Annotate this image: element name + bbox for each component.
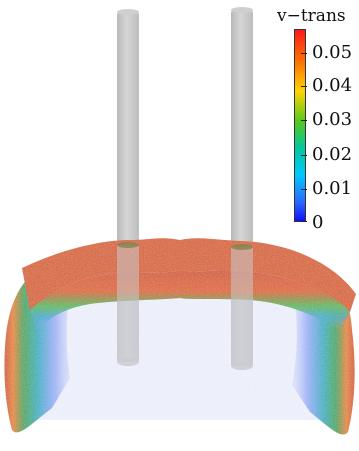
colorbar-gradient — [294, 29, 306, 222]
cylinder-right-submerged — [231, 244, 253, 366]
colorbar-tick — [301, 120, 307, 121]
colorbar-tick-label: 0 — [312, 212, 324, 233]
colorbar-tick-label: 0.03 — [312, 109, 353, 130]
colorbar-tick-label: 0.02 — [312, 144, 353, 165]
colorbar-title: v−trans — [277, 6, 346, 26]
colorbar-tick-label: 0.04 — [312, 75, 353, 96]
colorbar-tick — [301, 53, 307, 54]
colorbar-tick — [301, 189, 307, 190]
colorbar-tick — [301, 155, 307, 156]
colorbar-tick — [301, 221, 307, 222]
colorbar-tick-label: 0.05 — [312, 42, 353, 63]
fluid-surface — [4, 238, 356, 435]
cylinder-left-submerged — [117, 242, 139, 362]
colorbar-tick — [301, 86, 307, 87]
colorbar-tick-label: 0.01 — [312, 178, 353, 199]
